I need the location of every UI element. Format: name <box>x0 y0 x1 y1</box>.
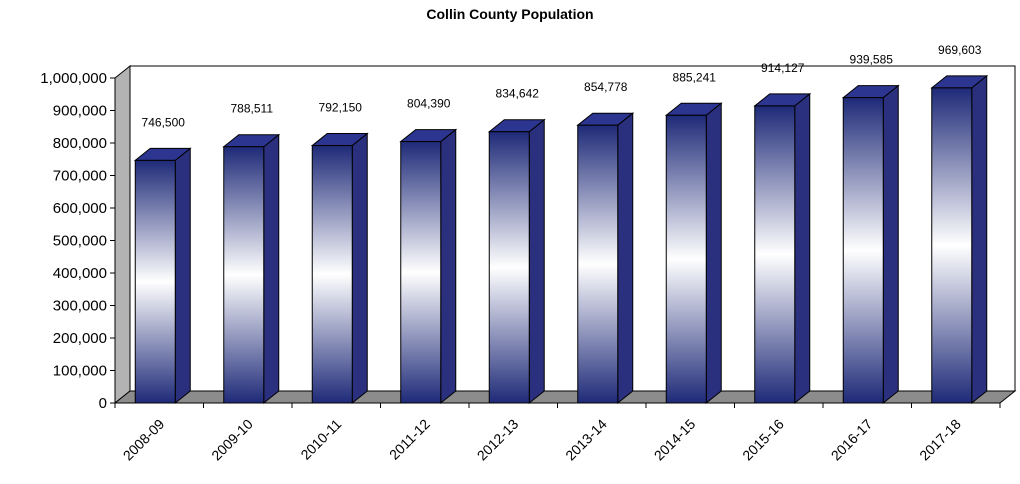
data-label: 885,241 <box>673 70 717 84</box>
y-tick-label: 1,000,000 <box>40 70 107 87</box>
x-tick-label: 2008-09 <box>120 416 168 464</box>
x-tick-label: 2010-11 <box>297 416 344 463</box>
bar-front <box>842 97 884 404</box>
bar-side <box>440 128 457 405</box>
bar-front <box>311 145 353 404</box>
bar-side <box>528 118 545 405</box>
bar <box>841 84 900 405</box>
x-tick-label: 2013-14 <box>562 416 610 464</box>
bar-front <box>931 87 973 404</box>
data-label: 788,511 <box>231 102 274 116</box>
bar-front <box>754 105 796 404</box>
data-label: 939,585 <box>850 53 894 67</box>
y-tick-label: 100,000 <box>53 363 107 380</box>
x-tick-label: 2014-15 <box>651 416 699 464</box>
y-tick-label: 800,000 <box>53 135 107 152</box>
bar <box>753 92 812 405</box>
x-tick-label: 2012-13 <box>474 416 522 464</box>
bar <box>664 102 723 405</box>
bar-side <box>174 147 191 405</box>
data-label: 804,390 <box>407 97 451 111</box>
bar-side <box>705 102 722 405</box>
data-label: 746,500 <box>142 115 186 129</box>
bar-side <box>263 133 280 405</box>
data-label: 834,642 <box>496 87 540 101</box>
bar <box>310 132 369 405</box>
bar <box>399 128 458 405</box>
data-label: 914,127 <box>761 61 805 75</box>
y-tick-label: 500,000 <box>53 233 107 250</box>
x-tick-label: 2009-10 <box>208 416 256 464</box>
y-tick-label: 200,000 <box>53 330 107 347</box>
bar-side <box>882 84 899 405</box>
bar-front <box>223 146 265 404</box>
x-tick-label: 2015-16 <box>739 416 787 464</box>
bar <box>930 74 989 405</box>
bar-side <box>617 112 634 405</box>
x-tick-label: 2016-17 <box>828 416 876 464</box>
bar-side <box>971 74 988 405</box>
chart-title: Collin County Population <box>426 6 594 22</box>
bar-front <box>577 124 619 404</box>
bar-side <box>351 132 368 405</box>
y-tick-label: 600,000 <box>53 200 107 217</box>
bar <box>576 112 635 405</box>
y-tick-label: 0 <box>99 395 107 412</box>
y-tick-label: 700,000 <box>53 168 107 185</box>
y-tick-label: 400,000 <box>53 265 107 282</box>
bar-front <box>488 131 530 404</box>
bar-front <box>400 141 442 404</box>
x-tick-label: 2017-18 <box>916 416 964 464</box>
data-label: 969,603 <box>938 43 982 57</box>
data-label: 792,150 <box>319 101 363 115</box>
bar <box>222 133 281 405</box>
y-tick-label: 300,000 <box>53 298 107 315</box>
bar <box>487 118 546 405</box>
bar-front <box>665 114 707 404</box>
side-wall <box>114 64 131 405</box>
data-label: 854,778 <box>584 80 628 94</box>
bar <box>133 147 192 405</box>
y-tick-label: 900,000 <box>53 103 107 120</box>
x-tick-label: 2011-12 <box>386 416 433 463</box>
bar-front <box>134 159 176 404</box>
bar-side <box>794 92 811 405</box>
